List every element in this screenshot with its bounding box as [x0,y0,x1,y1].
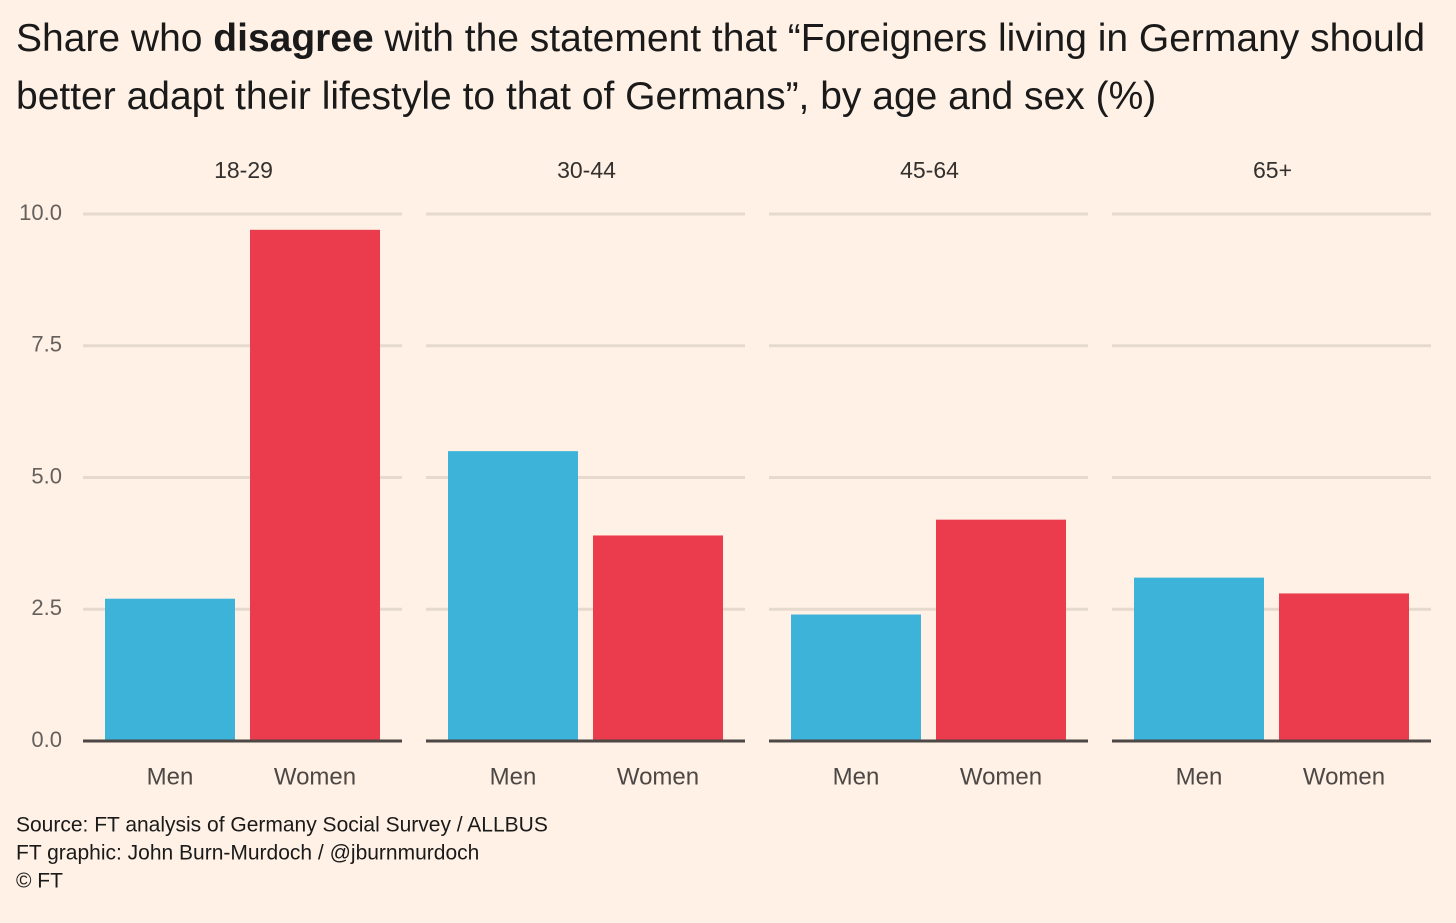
y-tick-label: 5.0 [31,463,62,488]
x-tick-label: Men [1176,763,1223,790]
panel-label: 18-29 [214,157,273,183]
panel-label: 30-44 [557,157,616,183]
bar [250,229,380,741]
x-tick-label: Men [833,763,880,790]
y-tick-label: 10.0 [19,200,62,225]
y-tick-label: 0.0 [31,727,62,752]
title-emphasis: disagree [213,17,374,60]
bar [1279,593,1409,741]
y-tick-label: 7.5 [31,332,62,357]
panel-label: 65+ [1253,157,1292,183]
x-tick-label: Men [147,763,194,790]
bar [448,451,578,741]
x-tick-label: Women [1303,763,1385,790]
x-tick-label: Men [490,763,537,790]
chart-title: Share who disagree with the statement th… [16,17,1426,118]
x-tick-label: Women [960,763,1042,790]
bar [1134,577,1264,741]
bar [936,519,1066,741]
x-tick-label: Women [274,763,356,790]
source-line: Source: FT analysis of Germany Social Su… [16,814,548,837]
source-line: © FT [16,870,63,893]
panel-label: 45-64 [900,157,959,183]
source-line: FT graphic: John Burn-Murdoch / @jburnmu… [16,842,479,865]
y-tick-label: 2.5 [31,595,62,620]
bar [791,614,921,741]
x-tick-label: Women [617,763,699,790]
bar [105,598,235,741]
bar [593,535,723,741]
